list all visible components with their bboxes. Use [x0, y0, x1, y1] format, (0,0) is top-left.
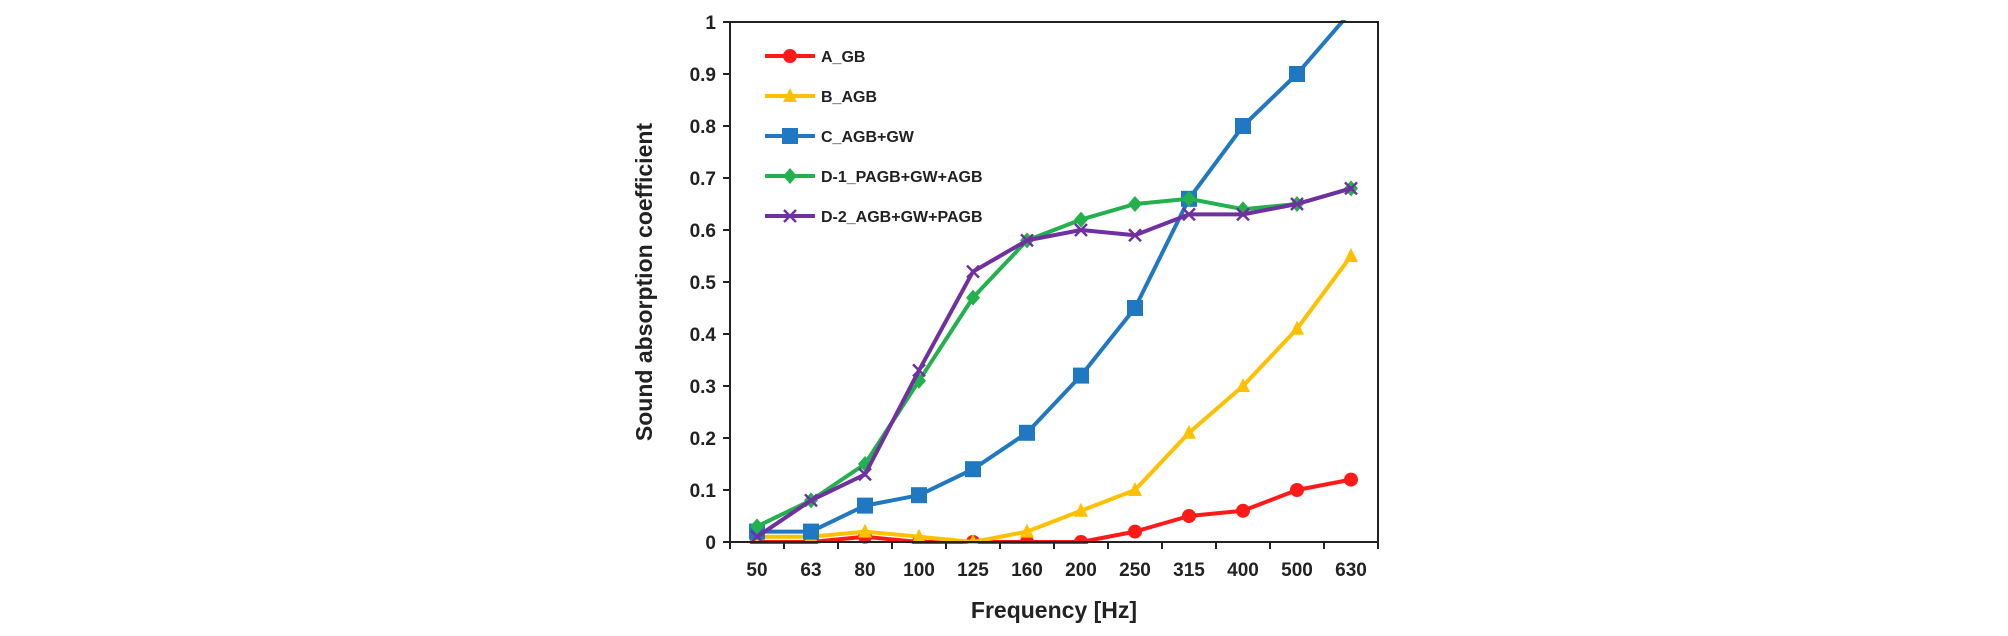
x-tick-label: 200 — [1065, 560, 1097, 581]
data-point — [1236, 378, 1250, 392]
data-point — [1236, 503, 1250, 518]
y-tick-label: 0.2 — [690, 429, 716, 450]
data-point — [966, 289, 980, 306]
data-point — [804, 493, 818, 508]
series-C_AGB+GW — [749, 4, 1359, 540]
series-line — [756, 186, 1352, 529]
data-point — [1290, 197, 1304, 211]
data-point — [1074, 502, 1088, 517]
y-tick-label: 0.6 — [690, 221, 716, 242]
data-point — [1074, 211, 1088, 228]
legend-marker — [783, 168, 797, 184]
legend-label: A_GB — [821, 49, 865, 66]
data-point — [912, 363, 926, 378]
data-point — [1289, 66, 1305, 82]
y-tick-label: 0.4 — [690, 325, 717, 346]
x-tick-label: 50 — [746, 560, 767, 581]
legend-marker — [783, 209, 797, 223]
data-point — [1344, 248, 1358, 262]
data-point — [858, 467, 872, 482]
x-tick-label: 630 — [1335, 560, 1367, 581]
y-tick-label: 1 — [705, 13, 716, 34]
legend-label: B_AGB — [821, 89, 877, 106]
data-point — [1344, 181, 1358, 196]
legend-item: C_AGB+GW — [765, 128, 915, 146]
legend-label: D-1_PAGB+GW+AGB — [821, 169, 983, 186]
legend-item: D-2_AGB+GW+PAGB — [765, 209, 983, 226]
data-point — [911, 487, 927, 504]
data-point — [1073, 367, 1089, 384]
x-tick-label: 80 — [854, 560, 875, 581]
data-point — [750, 518, 764, 535]
data-point — [1074, 223, 1088, 237]
x-axis-title: Frequency [Hz] — [971, 597, 1137, 623]
y-axis-title: Sound absorption coefficient — [631, 123, 657, 442]
legend-item: B_AGB — [765, 88, 877, 106]
data-point — [1343, 4, 1359, 20]
data-point — [803, 523, 819, 540]
data-point — [1019, 424, 1035, 441]
data-point — [1128, 482, 1142, 496]
data-point — [1236, 207, 1250, 222]
series-line — [757, 20, 1347, 534]
x-tick-label: 100 — [903, 560, 935, 581]
series-line — [757, 254, 1353, 544]
x-tick-label: 400 — [1227, 560, 1259, 581]
data-point — [750, 529, 764, 544]
data-point — [966, 264, 980, 279]
x-tick-label: 250 — [1119, 560, 1151, 581]
data-point — [1128, 524, 1142, 539]
data-point — [1290, 483, 1304, 497]
data-point — [912, 528, 926, 543]
y-tick-label: 0.7 — [690, 169, 716, 190]
y-tick-label: 0 — [705, 533, 716, 554]
legend-marker — [782, 128, 798, 144]
y-tick-label: 0.1 — [690, 481, 717, 502]
data-point — [1020, 523, 1034, 538]
series-D-2_AGB+GW+PAGB — [750, 181, 1358, 544]
legend-marker — [783, 88, 797, 102]
x-tick-label: 63 — [800, 560, 821, 581]
x-tick-label: 315 — [1173, 560, 1205, 581]
data-point — [857, 497, 873, 514]
data-point — [1182, 207, 1196, 222]
x-axis: 50 63 80 100 125 160 200 250 315 400 500 630 — [729, 542, 1379, 581]
data-point — [1344, 472, 1358, 487]
data-point — [1128, 228, 1142, 243]
data-point — [858, 523, 872, 538]
legend-label: D-2_AGB+GW+PAGB — [821, 209, 983, 226]
data-point — [1182, 190, 1196, 207]
y-axis: 0 0.1 0.2 0.3 0.4 0.5 0.6 0.7 0.8 0.9 1 — [690, 13, 730, 554]
x-tick-label: 160 — [1011, 560, 1043, 581]
data-point — [965, 461, 981, 478]
x-tick-label: 125 — [957, 560, 989, 581]
series-layer — [749, 4, 1359, 544]
data-point — [1127, 300, 1143, 316]
y-tick-label: 0.8 — [690, 117, 716, 138]
y-tick-label: 0.3 — [690, 377, 716, 398]
legend-marker — [783, 49, 797, 63]
y-tick-label: 0.9 — [690, 65, 716, 86]
data-point — [1020, 233, 1034, 248]
x-tick-label: 500 — [1281, 560, 1313, 581]
data-point — [1182, 424, 1196, 439]
data-point — [1235, 118, 1251, 134]
legend-item: D-1_PAGB+GW+AGB — [765, 168, 983, 186]
legend-label: C_AGB+GW — [821, 129, 915, 146]
legend: A_GB B_AGB C_AGB+GW D-1_PAGB+GW+AGB D-2_AGB+… — [765, 49, 983, 226]
data-point — [1182, 509, 1196, 523]
series-line — [755, 186, 1352, 539]
data-point — [1128, 196, 1142, 212]
y-tick-label: 0.5 — [690, 273, 717, 294]
data-point — [1290, 320, 1304, 335]
legend-item: A_GB — [765, 49, 865, 66]
